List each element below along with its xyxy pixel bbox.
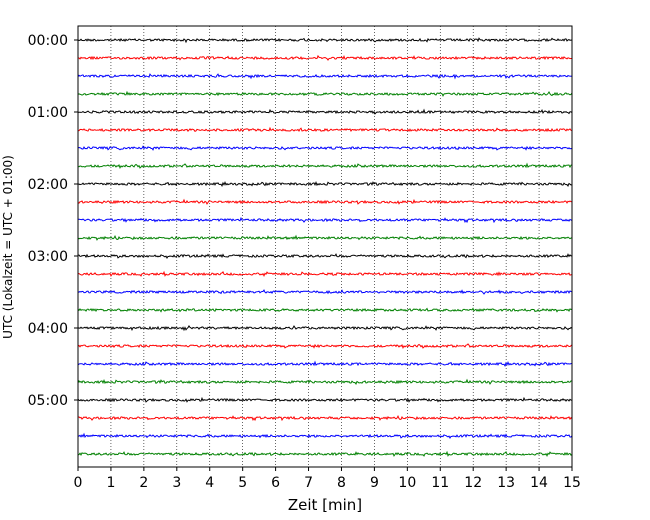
x-tick-label-11: 11: [431, 475, 449, 491]
x-axis-label: Zeit [min]: [288, 496, 362, 514]
y-tick-label-05:00: 05:00: [28, 393, 68, 409]
trace-0500: [77, 396, 573, 403]
x-tick-label-7: 7: [304, 475, 313, 491]
trace-0330: [77, 289, 573, 295]
trace-0345: [77, 307, 573, 313]
y-tick-label-01:00: 01:00: [28, 105, 68, 121]
y-axis: 00:00 01:00 02:00 03:00 04:00 05:00: [28, 33, 78, 409]
trace-0545: [77, 450, 573, 457]
trace-0000: [77, 37, 573, 44]
trace-0145: [77, 162, 573, 170]
trace-0015: [77, 54, 573, 61]
trace-0200: [77, 181, 573, 188]
x-tick-label-15: 15: [563, 475, 581, 491]
trace-0215: [77, 198, 573, 205]
x-tick-label-6: 6: [271, 475, 280, 491]
y-tick-label-02:00: 02:00: [28, 177, 68, 193]
trace-0115: [77, 126, 573, 133]
y-tick-label-03:00: 03:00: [28, 249, 68, 265]
x-tick-label-9: 9: [370, 475, 379, 491]
trace-0045: [77, 90, 573, 97]
trace-0515: [77, 414, 573, 422]
plot-background: [78, 26, 572, 467]
x-tick-label-8: 8: [337, 475, 346, 491]
x-tick-label-5: 5: [238, 475, 247, 491]
trace-0445: [77, 378, 573, 386]
y-tick-label-04:00: 04:00: [28, 321, 68, 337]
x-tick-label-13: 13: [497, 475, 515, 491]
x-tick-label-0: 0: [74, 475, 83, 491]
trace-0230: [77, 216, 573, 224]
trace-group: [77, 37, 573, 457]
x-tick-label-12: 12: [464, 475, 482, 491]
trace-0530: [77, 432, 573, 440]
trace-0130: [77, 145, 573, 151]
x-tick-label-10: 10: [398, 475, 416, 491]
plot-frame: [77, 25, 573, 468]
x-tick-label-1: 1: [106, 475, 115, 491]
y-axis-label: UTC (Lokalzeit = UTC + 01:00): [1, 155, 15, 339]
x-tick-label-4: 4: [205, 475, 214, 491]
trace-0300: [77, 253, 573, 260]
x-axis: 0 1 2 3 4 5 6 7 8 9 10 11 12 13 14 15: [74, 467, 581, 491]
x-tick-label-2: 2: [139, 475, 148, 491]
trace-0415: [77, 343, 573, 350]
trace-0100: [77, 108, 573, 115]
trace-0030: [77, 73, 573, 80]
x-tick-label-14: 14: [530, 475, 548, 491]
y-tick-label-00:00: 00:00: [28, 33, 68, 49]
trace-0400: [77, 325, 573, 332]
trace-0430: [77, 360, 573, 367]
trace-0315: [77, 270, 573, 277]
x-tick-label-3: 3: [172, 475, 181, 491]
trace-0245: [77, 234, 573, 241]
